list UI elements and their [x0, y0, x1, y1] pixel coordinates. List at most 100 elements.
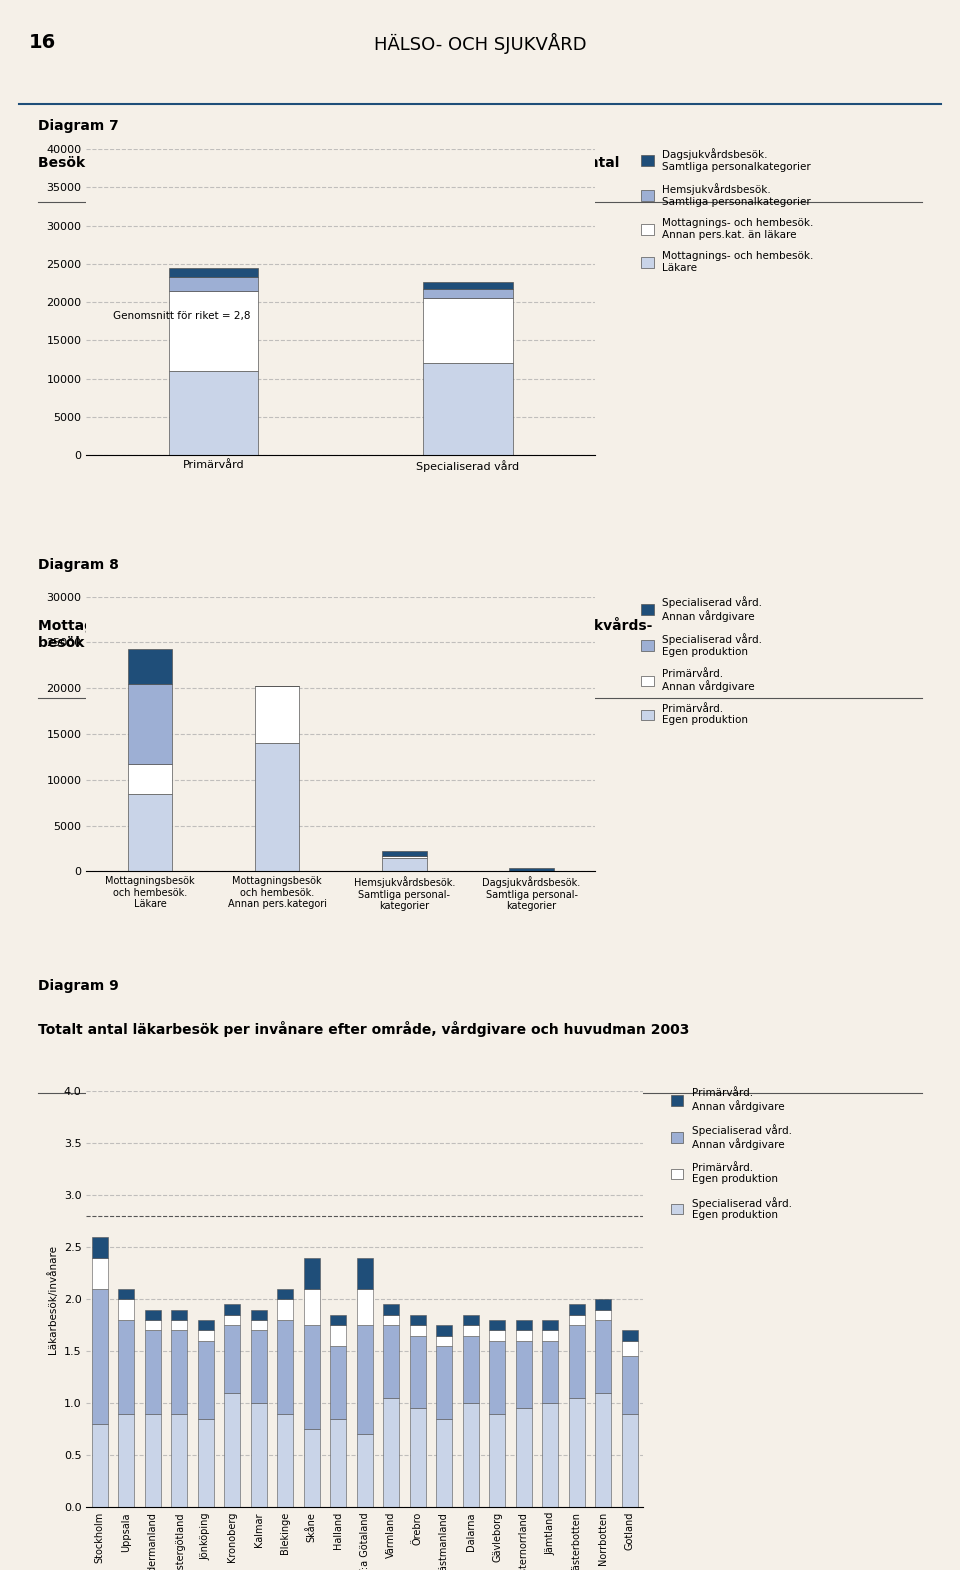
Bar — [255, 743, 300, 871]
Bar — [463, 1314, 479, 1325]
Bar — [437, 1419, 452, 1507]
Bar — [330, 1345, 347, 1419]
Text: Besök i öppen vård och i hemsjukvård 2003, samtliga huvudmän, tusental: Besök i öppen vård och i hemsjukvård 200… — [38, 154, 620, 170]
Bar — [303, 1289, 320, 1325]
Bar — [118, 1413, 134, 1507]
Bar — [382, 856, 426, 857]
Bar — [169, 268, 258, 276]
Bar — [225, 1305, 240, 1314]
Bar — [357, 1258, 372, 1289]
Bar — [382, 857, 426, 871]
Bar — [569, 1325, 585, 1397]
Bar — [277, 1300, 293, 1320]
Y-axis label: Läkarbesök/invånare: Läkarbesök/invånare — [47, 1245, 59, 1353]
Bar — [303, 1258, 320, 1289]
Bar — [437, 1336, 452, 1345]
Bar — [303, 1325, 320, 1429]
Bar — [171, 1413, 187, 1507]
Bar — [382, 851, 426, 856]
Bar — [277, 1289, 293, 1300]
Bar — [516, 1320, 532, 1330]
Bar — [569, 1397, 585, 1507]
Bar — [490, 1413, 505, 1507]
Bar — [595, 1320, 612, 1393]
Bar — [92, 1258, 108, 1289]
Bar — [423, 364, 513, 455]
Bar — [171, 1309, 187, 1320]
Bar — [410, 1325, 426, 1336]
Text: HÄLSO- OCH SJUKVÅRD: HÄLSO- OCH SJUKVÅRD — [373, 33, 587, 53]
Bar — [437, 1345, 452, 1419]
Text: Diagram 7: Diagram 7 — [38, 119, 119, 133]
Bar — [383, 1314, 399, 1325]
Bar — [251, 1330, 267, 1404]
Bar — [490, 1330, 505, 1341]
Bar — [128, 683, 172, 765]
Bar — [169, 371, 258, 455]
Bar — [171, 1330, 187, 1413]
Bar — [251, 1320, 267, 1330]
Bar — [490, 1341, 505, 1413]
Bar — [169, 290, 258, 371]
Bar — [357, 1289, 372, 1325]
Bar — [145, 1330, 160, 1413]
Bar — [330, 1419, 347, 1507]
Bar — [516, 1341, 532, 1408]
Bar — [198, 1419, 214, 1507]
Bar — [118, 1320, 134, 1413]
Bar — [145, 1413, 160, 1507]
Text: Mottagningsbesök och hembesök samt dagsjukvårdsbesök och hemsjukvårds-
besök 200: Mottagningsbesök och hembesök samt dagsj… — [38, 617, 653, 650]
Bar — [118, 1300, 134, 1320]
Bar — [437, 1325, 452, 1336]
Bar — [128, 765, 172, 793]
Bar — [569, 1314, 585, 1325]
Legend: Primärvård.
Annan vårdgivare, Specialiserad vård.
Annan vårdgivare, Primärvård.
: Primärvård. Annan vårdgivare, Specialise… — [671, 1088, 791, 1220]
Bar — [516, 1330, 532, 1341]
Bar — [255, 686, 300, 743]
Bar — [410, 1314, 426, 1325]
Bar — [277, 1413, 293, 1507]
Bar — [251, 1404, 267, 1507]
Bar — [198, 1341, 214, 1419]
Text: 16: 16 — [29, 33, 56, 52]
Bar — [595, 1393, 612, 1507]
Bar — [198, 1330, 214, 1341]
Bar — [463, 1404, 479, 1507]
Legend: Specialiserad vård.
Annan vårdgivare, Specialiserad vård.
Egen produktion, Primä: Specialiserad vård. Annan vårdgivare, Sp… — [641, 597, 762, 725]
Bar — [516, 1408, 532, 1507]
Bar — [330, 1325, 347, 1345]
Text: Totalt antal läkarbesök per invånare efter område, vårdgivare och huvudman 2003: Totalt antal läkarbesök per invånare eft… — [38, 1020, 690, 1038]
Bar — [92, 1424, 108, 1507]
Bar — [569, 1305, 585, 1314]
Bar — [622, 1341, 637, 1356]
Bar — [225, 1393, 240, 1507]
Bar — [145, 1320, 160, 1330]
Bar — [542, 1320, 559, 1330]
Bar — [410, 1408, 426, 1507]
Bar — [357, 1435, 372, 1507]
Bar — [383, 1325, 399, 1397]
Bar — [423, 298, 513, 364]
Bar — [542, 1404, 559, 1507]
Bar — [423, 289, 513, 298]
Bar — [463, 1336, 479, 1404]
Bar — [225, 1314, 240, 1325]
Bar — [622, 1356, 637, 1413]
Text: Diagram 8: Diagram 8 — [38, 557, 119, 571]
Text: Diagram 9: Diagram 9 — [38, 980, 119, 994]
Bar — [490, 1320, 505, 1330]
Bar — [225, 1325, 240, 1393]
Bar — [510, 868, 554, 871]
Bar — [118, 1289, 134, 1300]
Bar — [542, 1341, 559, 1404]
Bar — [145, 1309, 160, 1320]
Bar — [622, 1330, 637, 1341]
Bar — [303, 1429, 320, 1507]
Bar — [423, 283, 513, 289]
Bar — [463, 1325, 479, 1336]
Bar — [198, 1320, 214, 1330]
Bar — [92, 1289, 108, 1424]
Bar — [383, 1305, 399, 1314]
Bar — [383, 1397, 399, 1507]
Bar — [92, 1237, 108, 1258]
